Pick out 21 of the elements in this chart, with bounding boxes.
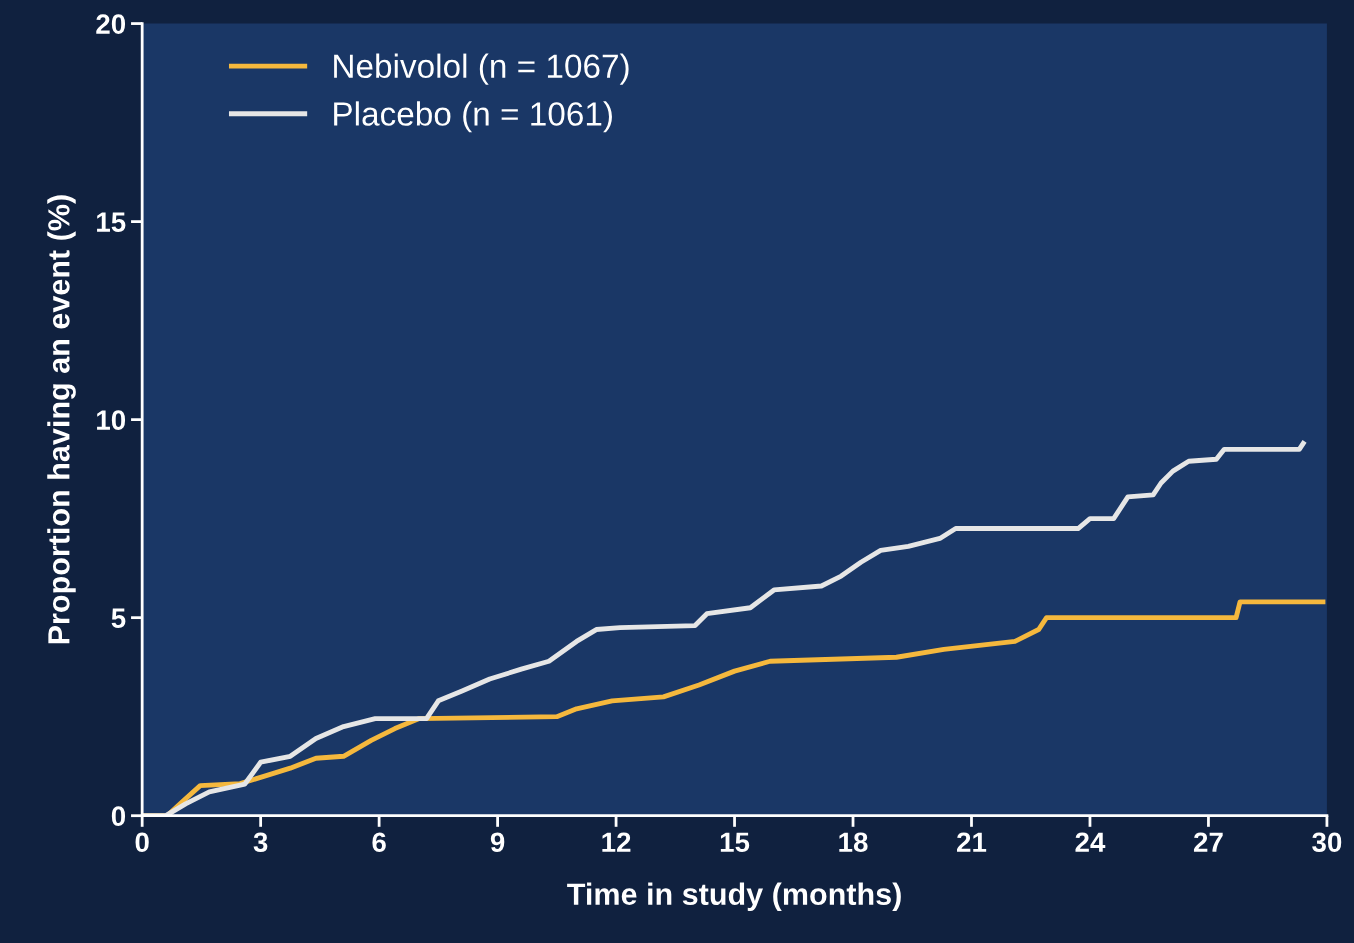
x-tick-label: 24 <box>1075 832 1106 852</box>
x-axis-title: Time in study (months) <box>567 882 901 912</box>
y-tick-label: 20 <box>96 14 126 34</box>
x-tick-label: 21 <box>957 832 987 852</box>
x-tick-label: 15 <box>720 832 750 853</box>
y-tick-label: 15 <box>97 212 126 232</box>
x-tick-label: 6 <box>372 832 386 853</box>
line-series <box>142 440 1306 816</box>
x-tick-label: 27 <box>1193 832 1223 852</box>
x-tick-label: 3 <box>253 832 268 853</box>
x-tick-label: 9 <box>490 832 505 853</box>
x-tick-label: 12 <box>602 832 631 852</box>
x-tick-label: 18 <box>839 832 868 853</box>
y-axis-title: Proportion having an event (%) <box>47 195 76 644</box>
legend-label: Nebivolol (n = 1067) <box>334 53 629 85</box>
x-tick-label: 0 <box>135 832 149 853</box>
y-tick-label: 0 <box>111 806 126 827</box>
x-tick-label: 30 <box>1312 832 1342 853</box>
y-tick-label: 5 <box>111 608 126 628</box>
y-tick-label: 10 <box>97 410 126 430</box>
legend-label: Placebo (n = 1061) <box>334 101 612 133</box>
